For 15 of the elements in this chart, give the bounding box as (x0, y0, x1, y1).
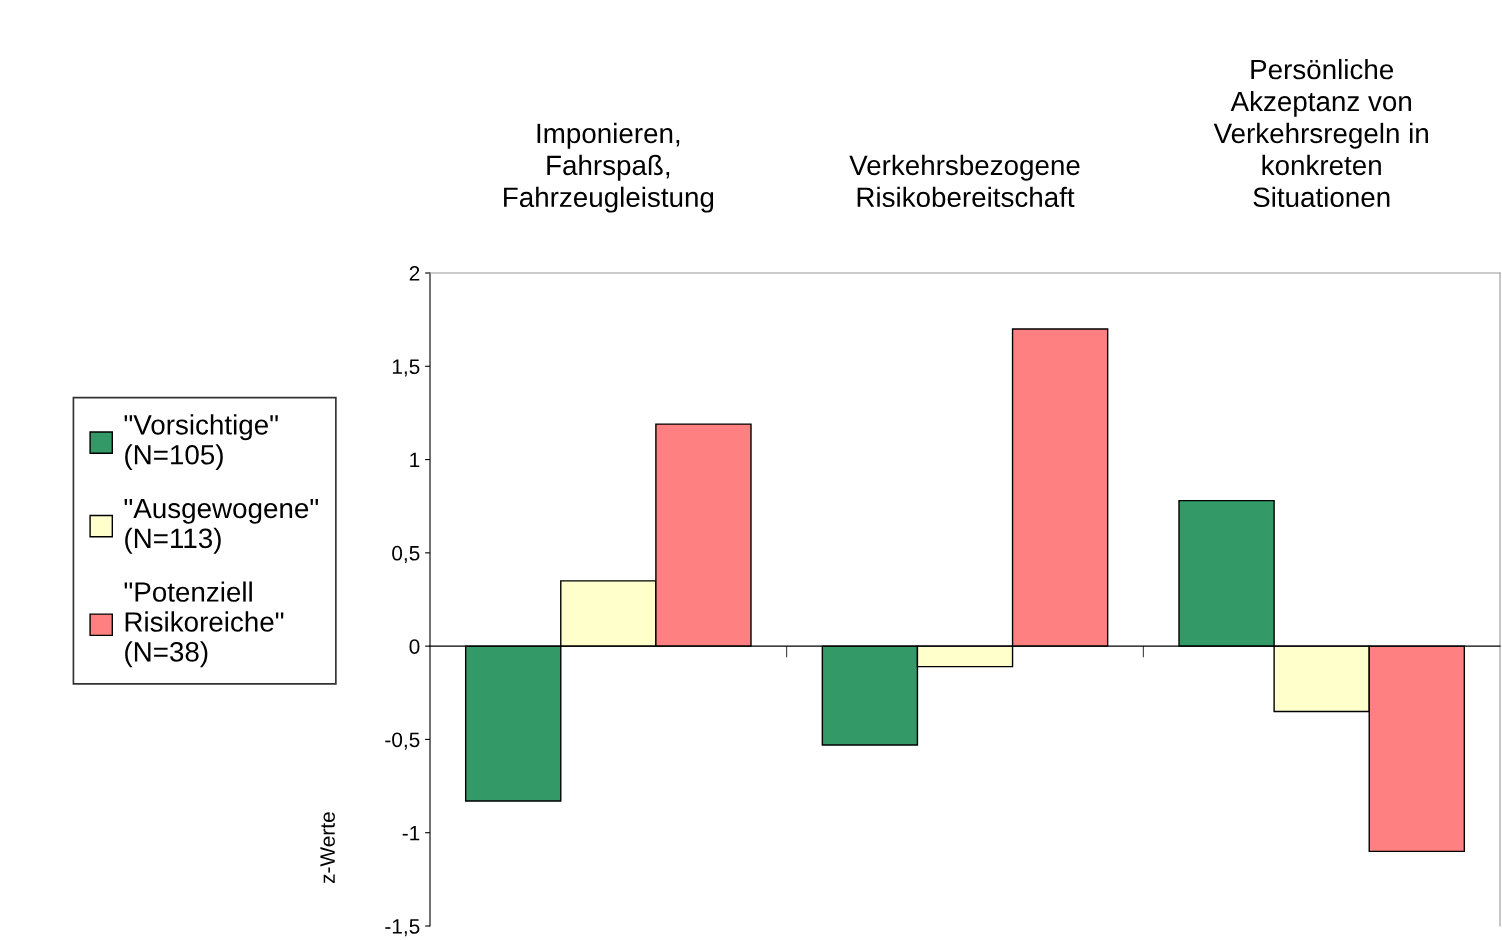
y-tick-label: -0,5 (385, 732, 420, 750)
y-tick-label: 1,5 (392, 359, 420, 377)
y-tick-label: 1 (410, 452, 420, 468)
legend-label: "Vorsichtige" (N=105) (124, 414, 278, 471)
legend-label: "Ausgewogene" (N=113) (124, 498, 319, 554)
legend-label: "Potenziell Risikoreiche" (N=38) (124, 581, 284, 668)
x-tick-label: Verkehrsbezogene Risikobereitschaft (849, 154, 1080, 208)
y-tick-label: 0,5 (392, 545, 420, 564)
y-tick-label: -1,5 (385, 919, 420, 937)
y-tick-label: 2 (409, 266, 420, 281)
x-tick-label: Imponieren, Fahrspaß, Fahrzeugleistung (504, 122, 714, 213)
x-tick-label: Persönliche Akzeptanz von Verkehrsregeln in konkreten Situationen (1213, 58, 1428, 208)
y-tick-label: 0 (409, 639, 420, 654)
y-tick-label: -1 (402, 825, 420, 841)
y-axis-title: z-Werte (320, 812, 335, 884)
